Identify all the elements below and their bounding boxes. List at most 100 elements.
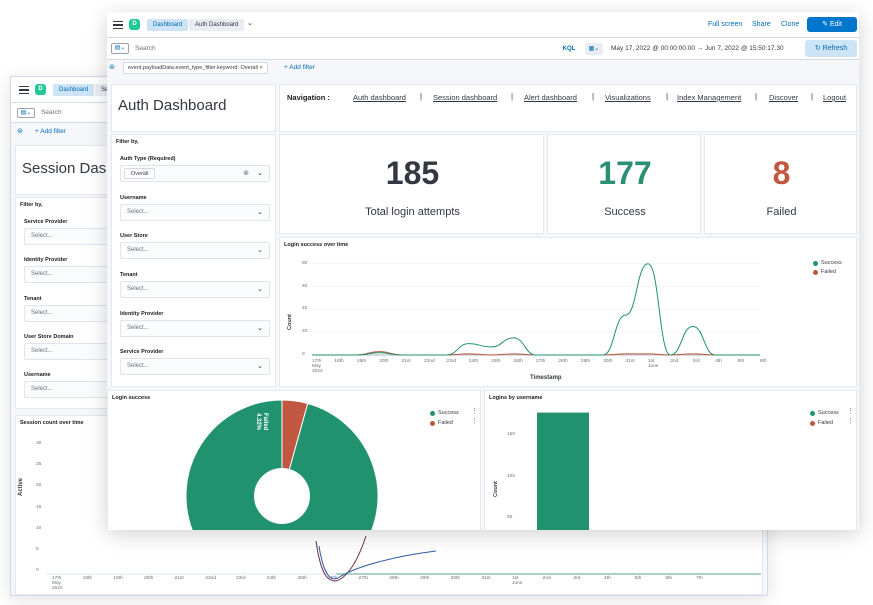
nav-separator: | <box>511 92 514 101</box>
edit-button[interactable]: ✎ Edit <box>807 17 857 32</box>
back-y-tick: 15 <box>36 504 42 510</box>
line-chart-x-tick: 18th <box>334 359 344 364</box>
line-chart-x-tick: 20th <box>379 359 389 364</box>
legend-failed-label[interactable]: Failed <box>821 269 836 275</box>
breadcrumb-auth-dashboard[interactable]: Auth Dashboard <box>189 19 245 31</box>
failed-panel: 8 Failed <box>704 134 857 234</box>
line-chart-x-tick: 27th <box>536 359 546 364</box>
line-chart-x-tick: 23rd <box>446 359 456 364</box>
line-chart-x-tick: 24th <box>468 359 479 364</box>
logins-by-username-panel: Logins by username Count 50 100 150 Succes… <box>484 390 857 530</box>
nav-link-index-management[interactable]: Index Management <box>677 93 742 102</box>
pie-failed-label: Failed 4.32% <box>255 413 268 431</box>
query-bar: ▤⌄ Search KQL ▦⌄ May 17, 2022 @ 00:00:00… <box>107 38 859 60</box>
calendar-icon[interactable]: ▦⌄ <box>585 43 603 55</box>
chevron-down-icon[interactable]: ⌄ <box>247 20 253 27</box>
refresh-button[interactable]: ↻ Refresh <box>805 40 857 57</box>
chevron-down-icon: ⌄ <box>257 170 263 177</box>
nav-link-auth-dashboard[interactable]: Auth dashboard <box>353 93 406 102</box>
success-panel: 177 Success <box>547 134 701 234</box>
filter-heading: Filter by, <box>116 139 139 145</box>
line-chart-x-tick: 19th <box>356 359 367 364</box>
date-range-picker[interactable]: May 17, 2022 @ 00:00:00.00 → Jun 7, 2022… <box>611 45 784 52</box>
back-y-tick: 0 <box>36 568 39 573</box>
back-series-line <box>318 545 437 580</box>
clone-button[interactable]: Clone <box>781 21 800 28</box>
more-options-icon[interactable]: ⋮ <box>471 418 478 425</box>
back-x-tick: 25th <box>297 576 307 581</box>
username-select[interactable]: Select... ⌄ <box>120 204 270 221</box>
nav-separator: | <box>420 92 423 101</box>
more-options-icon[interactable]: ⋮ <box>847 418 854 425</box>
saved-query-icon[interactable]: ▤⌄ <box>17 108 35 118</box>
success-label: Success <box>604 206 646 218</box>
select-value: Select... <box>31 348 53 354</box>
title-panel: Auth Dashboard <box>111 84 276 132</box>
breadcrumb-dashboard[interactable]: Dashboard <box>147 19 189 31</box>
legend-failed-dot <box>813 270 818 275</box>
menu-icon[interactable] <box>113 21 123 31</box>
back-filter-panel: Filter by, Service Provider Select... Id… <box>15 197 125 409</box>
full-screen-button[interactable]: Full screen <box>708 21 743 28</box>
back-breadcrumb-dashboard[interactable]: Dashboard <box>53 84 95 96</box>
line-chart-x-tick: 30th <box>603 359 613 364</box>
user-store-select[interactable]: Select... ⌄ <box>120 242 270 259</box>
page-title: Auth Dashboard <box>118 97 227 114</box>
legend-success-dot <box>810 411 815 416</box>
nav-link-logout[interactable]: Logout <box>823 93 846 102</box>
bar-chart-y-tick: 50 <box>507 515 513 520</box>
search-input[interactable]: Search <box>135 45 156 52</box>
back-y-tick: 20 <box>36 483 42 489</box>
legend-failed-dot <box>810 421 815 426</box>
nav-separator: | <box>592 92 595 101</box>
auth-type-select[interactable]: Overall ⊗ ⌄ <box>120 165 270 182</box>
back-x-tick: 2nd <box>542 576 551 581</box>
nav-link-alert-dashboard[interactable]: Alert dashboard <box>524 93 577 102</box>
legend-success-label[interactable]: Success <box>818 410 839 416</box>
nav-link-discover[interactable]: Discover <box>769 93 799 102</box>
legend-failed-label[interactable]: Failed <box>438 420 453 426</box>
header-bar: D Dashboard Auth Dashboard ⌄ Full screen… <box>107 12 859 38</box>
nav-link-visualizations[interactable]: Visualizations <box>605 93 651 102</box>
back-y-tick: 10 <box>36 525 42 531</box>
kql-toggle[interactable]: KQL <box>562 46 576 52</box>
tenant-select[interactable]: Select... ⌄ <box>120 281 270 298</box>
nav-separator: | <box>811 92 814 101</box>
close-icon[interactable]: × <box>259 65 263 71</box>
back-add-filter[interactable]: + Add filter <box>35 128 66 135</box>
filter-icon[interactable]: ⊜ <box>109 64 115 71</box>
saved-query-icon[interactable]: ▤⌄ <box>111 43 129 54</box>
auth-dashboard-window: D Dashboard Auth Dashboard ⌄ Full screen… <box>107 12 859 530</box>
nav-link-session-dashboard[interactable]: Session dashboard <box>433 93 498 102</box>
filter-icon[interactable]: ⊜ <box>17 128 23 135</box>
select-value: Select... <box>31 386 53 392</box>
share-button[interactable]: Share <box>752 21 771 28</box>
legend-success-label[interactable]: Success <box>821 260 842 266</box>
back-x-tick: 7th <box>696 576 703 581</box>
line-chart-x-tick: 26th <box>513 359 523 364</box>
back-tenant-select[interactable]: Select... <box>24 305 124 322</box>
back-y-tick: 30 <box>36 441 42 446</box>
more-options-icon[interactable]: ⋮ <box>847 408 854 415</box>
service-provider-select[interactable]: Select... ⌄ <box>120 358 270 375</box>
back-x-tick: 28th <box>389 576 399 581</box>
back-chart-title: Session count over time <box>20 420 84 426</box>
menu-icon[interactable] <box>19 86 29 96</box>
clear-icon[interactable]: ⊗ <box>243 170 249 177</box>
back-x-tick: 19th <box>113 576 123 581</box>
nav-separator: | <box>666 92 669 101</box>
back-search-input[interactable]: Search <box>41 109 62 116</box>
line-chart-x-tick: 28th <box>558 359 568 364</box>
back-x-tick: 3rd <box>573 576 581 581</box>
back-x-tick: 5th <box>634 576 642 581</box>
pie-slice-success <box>185 399 379 530</box>
legend-success-label[interactable]: Success <box>438 410 459 416</box>
bar-chart-y-axis-label: Count <box>493 481 499 497</box>
filter-pill[interactable]: event.payloadData.event_type_filter.keyw… <box>123 62 268 74</box>
legend-failed-label[interactable]: Failed <box>818 420 833 426</box>
add-filter-link[interactable]: + Add filter <box>284 64 315 71</box>
total-login-attempts-panel: 185 Total login attempts <box>279 134 544 234</box>
more-options-icon[interactable]: ⋮ <box>471 408 478 415</box>
identity-provider-select[interactable]: Select... ⌄ <box>120 320 270 337</box>
back-page-title: Session Dash <box>22 160 115 177</box>
